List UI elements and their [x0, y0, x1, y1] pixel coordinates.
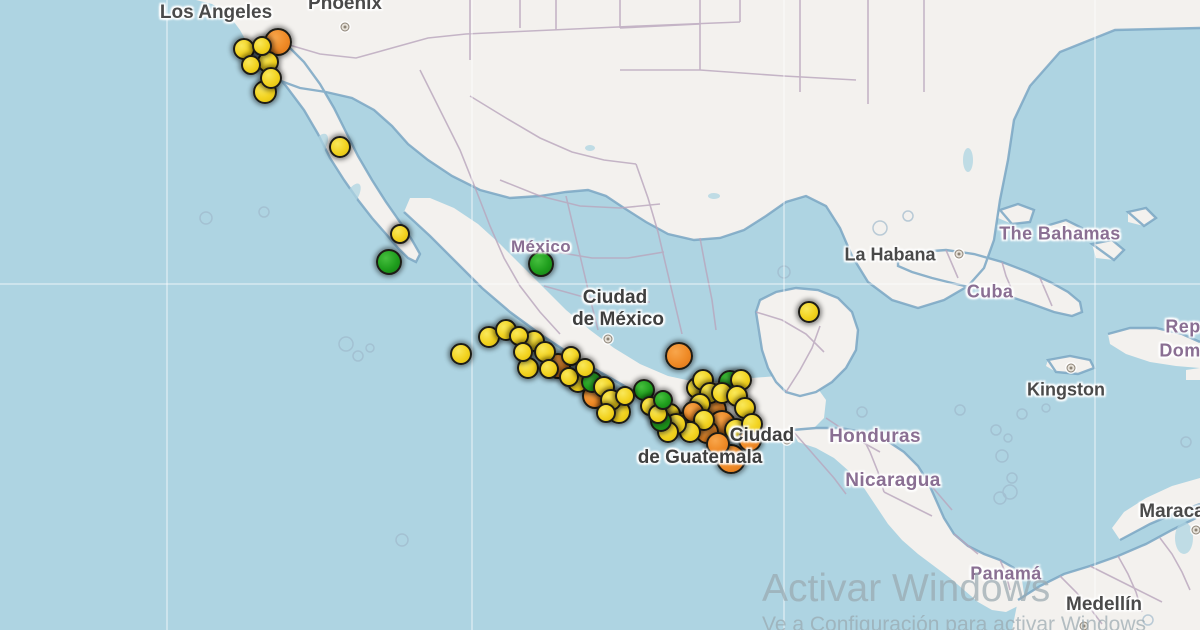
place-label-cuba: Cuba: [966, 281, 1014, 302]
earthquake-marker[interactable]: [596, 403, 616, 423]
place-label-de-m-xico: de México: [572, 309, 664, 330]
earthquake-marker[interactable]: [260, 67, 282, 89]
place-label-medell-n: Medellín: [1065, 594, 1143, 615]
earthquake-marker[interactable]: [615, 386, 635, 406]
place-label-nicaragua: Nicaragua: [845, 470, 941, 491]
earthquake-marker[interactable]: [798, 301, 820, 323]
earthquake-marker[interactable]: [450, 343, 472, 365]
place-label-phoenix: Phoenix: [308, 0, 382, 14]
place-label-rep: Rep: [1165, 316, 1200, 337]
place-label-ciudad: Ciudad: [729, 425, 795, 446]
earthquake-marker[interactable]: [559, 367, 579, 387]
place-label-m-xico: México: [510, 237, 572, 256]
earthquake-marker[interactable]: [329, 136, 351, 158]
place-label-kingston: Kingston: [1027, 379, 1105, 400]
place-label-de-guatemala: de Guatemala: [637, 447, 763, 468]
earthquake-marker[interactable]: [706, 432, 730, 456]
earthquake-marker[interactable]: [376, 249, 402, 275]
place-label-los-angeles: Los Angeles: [159, 2, 273, 23]
earthquake-marker[interactable]: [528, 251, 554, 277]
earthquake-marker[interactable]: [252, 36, 272, 56]
place-label-panam-: Panamá: [970, 563, 1042, 584]
earthquake-marker[interactable]: [575, 358, 595, 378]
place-label-dom: Dom: [1159, 340, 1200, 361]
place-label-la-habana: La Habana: [844, 244, 936, 265]
earthquake-marker[interactable]: [539, 359, 559, 379]
earthquake-marker[interactable]: [241, 55, 261, 75]
earthquake-marker[interactable]: [665, 342, 693, 370]
earthquake-marker[interactable]: [653, 390, 673, 410]
earthquake-marker[interactable]: [513, 342, 533, 362]
earthquake-marker[interactable]: [741, 413, 763, 435]
earthquake-marker[interactable]: [390, 224, 410, 244]
place-label-honduras: Honduras: [829, 426, 921, 447]
place-label-maraca: Maraca: [1139, 501, 1200, 522]
place-label-ciudad: Ciudad: [582, 287, 648, 308]
place-label-the-bahamas: The Bahamas: [999, 223, 1121, 244]
